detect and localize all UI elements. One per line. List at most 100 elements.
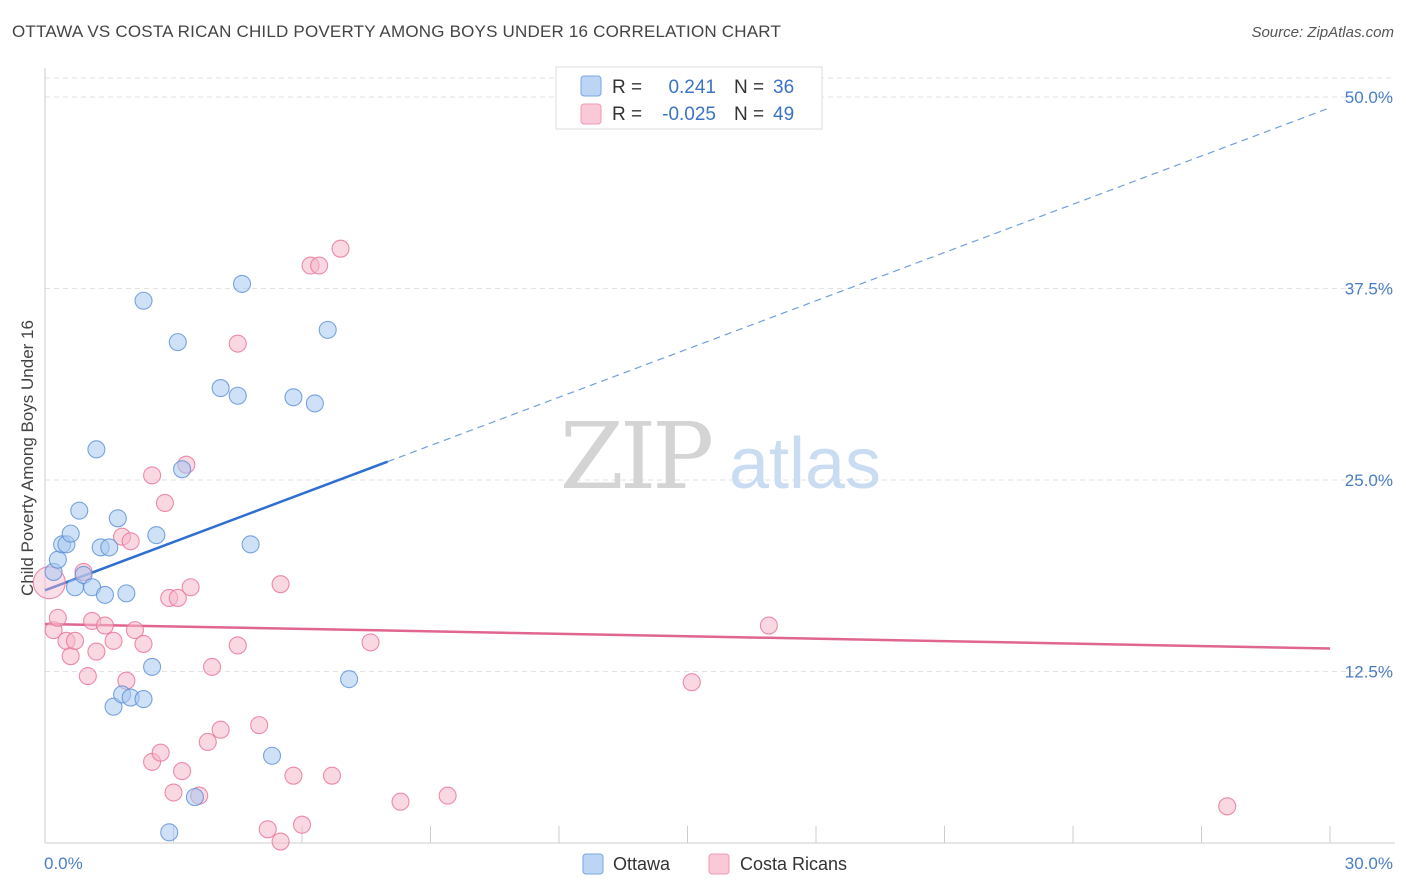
stats-legend-swatch-costa-ricans [580, 103, 602, 125]
ottawa-point [284, 388, 303, 407]
costa-ricans-trend-line [44, 622, 1331, 650]
ottawa-point [173, 460, 192, 479]
y-tick-label: 25.0% [1345, 471, 1393, 490]
costa-ricans-point [258, 820, 277, 839]
ottawa-point [232, 274, 252, 293]
costa-ricans-point [391, 792, 410, 811]
legend-swatch-costa-ricans [708, 853, 730, 875]
ottawa-point [241, 535, 260, 554]
trend-lines [44, 107, 1331, 650]
costa-ricans-point [104, 631, 123, 650]
costa-ricans-point [134, 634, 153, 653]
ottawa-point [147, 526, 166, 545]
ottawa-point [228, 386, 247, 405]
ottawa-point [61, 524, 80, 543]
costa-ricans-point [250, 716, 269, 735]
costa-ricans-point [121, 532, 140, 551]
costa-ricans-point [143, 466, 162, 485]
ottawa-point [318, 320, 337, 339]
costa-ricans-point [151, 743, 170, 762]
tick-labels: 12.5% 25.0% 37.5% 50.0% 0.0% 30.0% [44, 88, 1393, 873]
costa-ricans-point [87, 642, 106, 661]
y-tick-label: 37.5% [1345, 280, 1393, 299]
ottawa-point [108, 509, 127, 528]
x-tick-label: 0.0% [44, 854, 83, 873]
watermark-atlas: atlas [729, 424, 881, 504]
costa-ricans-point [331, 239, 350, 258]
ottawa-point [74, 565, 93, 585]
costa-ricans-point [759, 616, 778, 635]
stats-n-value-2: 49 [773, 104, 794, 125]
y-tick-label: 12.5% [1345, 663, 1393, 682]
costa-ricans-point [271, 832, 290, 851]
stats-n-label-2: N = [734, 104, 764, 125]
costa-ricans-point [310, 256, 329, 275]
stats-r-value-2: -0.025 [662, 104, 716, 125]
watermark: ZIP atlas [560, 403, 881, 510]
ottawa-point [168, 333, 187, 352]
source-label: Source: ZipAtlas.com [1251, 24, 1394, 41]
ottawa-point [117, 584, 136, 603]
stats-r-value-1: 0.241 [668, 77, 716, 98]
ottawa-point [211, 379, 230, 398]
watermark-zip: ZIP [560, 403, 711, 510]
costa-ricans-point [284, 766, 303, 785]
costa-ricans-point [61, 647, 80, 666]
chart-title: OTTAWA VS COSTA RICAN CHILD POVERTY AMON… [12, 22, 782, 41]
ottawa-point [340, 670, 359, 689]
legend-swatch-ottawa [582, 853, 604, 875]
costa-ricans-point [682, 673, 701, 692]
costa-ricans-point [125, 621, 144, 640]
stats-n-value-1: 36 [773, 77, 794, 98]
costa-ricans-point [155, 493, 174, 513]
costa-ricans-point [78, 667, 97, 686]
costa-ricans-point [322, 766, 342, 785]
stats-legend-swatch-ottawa [580, 75, 602, 97]
ottawa-point [48, 550, 67, 569]
costa-ricans-point [292, 815, 312, 834]
costa-ricans-point [228, 636, 247, 655]
costa-ricans-point [228, 334, 247, 353]
costa-ricans-point [271, 575, 290, 594]
legend-label-ottawa: Ottawa [613, 854, 671, 874]
costa-ricans-point [438, 786, 457, 805]
costa-ricans-point [361, 633, 380, 652]
series-legend: Ottawa Costa Ricans [582, 853, 847, 875]
ottawa-point [160, 823, 179, 842]
ottawa-point [95, 585, 115, 604]
costa-ricans-point [211, 720, 230, 739]
costa-ricans-point [173, 762, 192, 781]
ottawa-point [134, 291, 153, 310]
axes [44, 68, 1395, 844]
ottawa-point [104, 697, 123, 716]
costa-ricans-point [181, 578, 200, 597]
ottawa-trend-extension [387, 107, 1331, 463]
stats-legend: R = 0.241 N = 36 R = -0.025 N = 49 [555, 66, 823, 130]
y-tick-label: 50.0% [1345, 88, 1393, 107]
legend-label-costa-ricans: Costa Ricans [740, 854, 847, 874]
costa-ricans-point [65, 631, 85, 650]
stats-n-label-1: N = [734, 77, 764, 98]
stats-r-label-1: R = [612, 77, 642, 98]
costa-ricans-point [168, 588, 187, 608]
costa-ricans-point [48, 608, 67, 627]
ottawa-point [143, 657, 162, 676]
ottawa-point [70, 501, 89, 520]
ottawa-point [262, 746, 282, 765]
costa-ricans-point [95, 616, 115, 635]
costa-ricans-point [164, 783, 183, 802]
stats-r-label-2: R = [612, 104, 642, 125]
ottawa-point [100, 538, 119, 557]
ottawa-trend-line [44, 460, 389, 592]
gridlines [45, 77, 1395, 672]
costa-ricans-point [203, 657, 222, 676]
x-tick-label: 30.0% [1345, 854, 1393, 873]
ottawa-point [87, 440, 106, 459]
ottawa-point [305, 394, 324, 413]
data-points [32, 86, 1237, 851]
y-axis-label: Child Poverty Among Boys Under 16 [18, 320, 37, 596]
costa-ricans-point [1218, 797, 1237, 816]
costa-ricans-point [198, 732, 217, 752]
ottawa-point [134, 690, 153, 709]
